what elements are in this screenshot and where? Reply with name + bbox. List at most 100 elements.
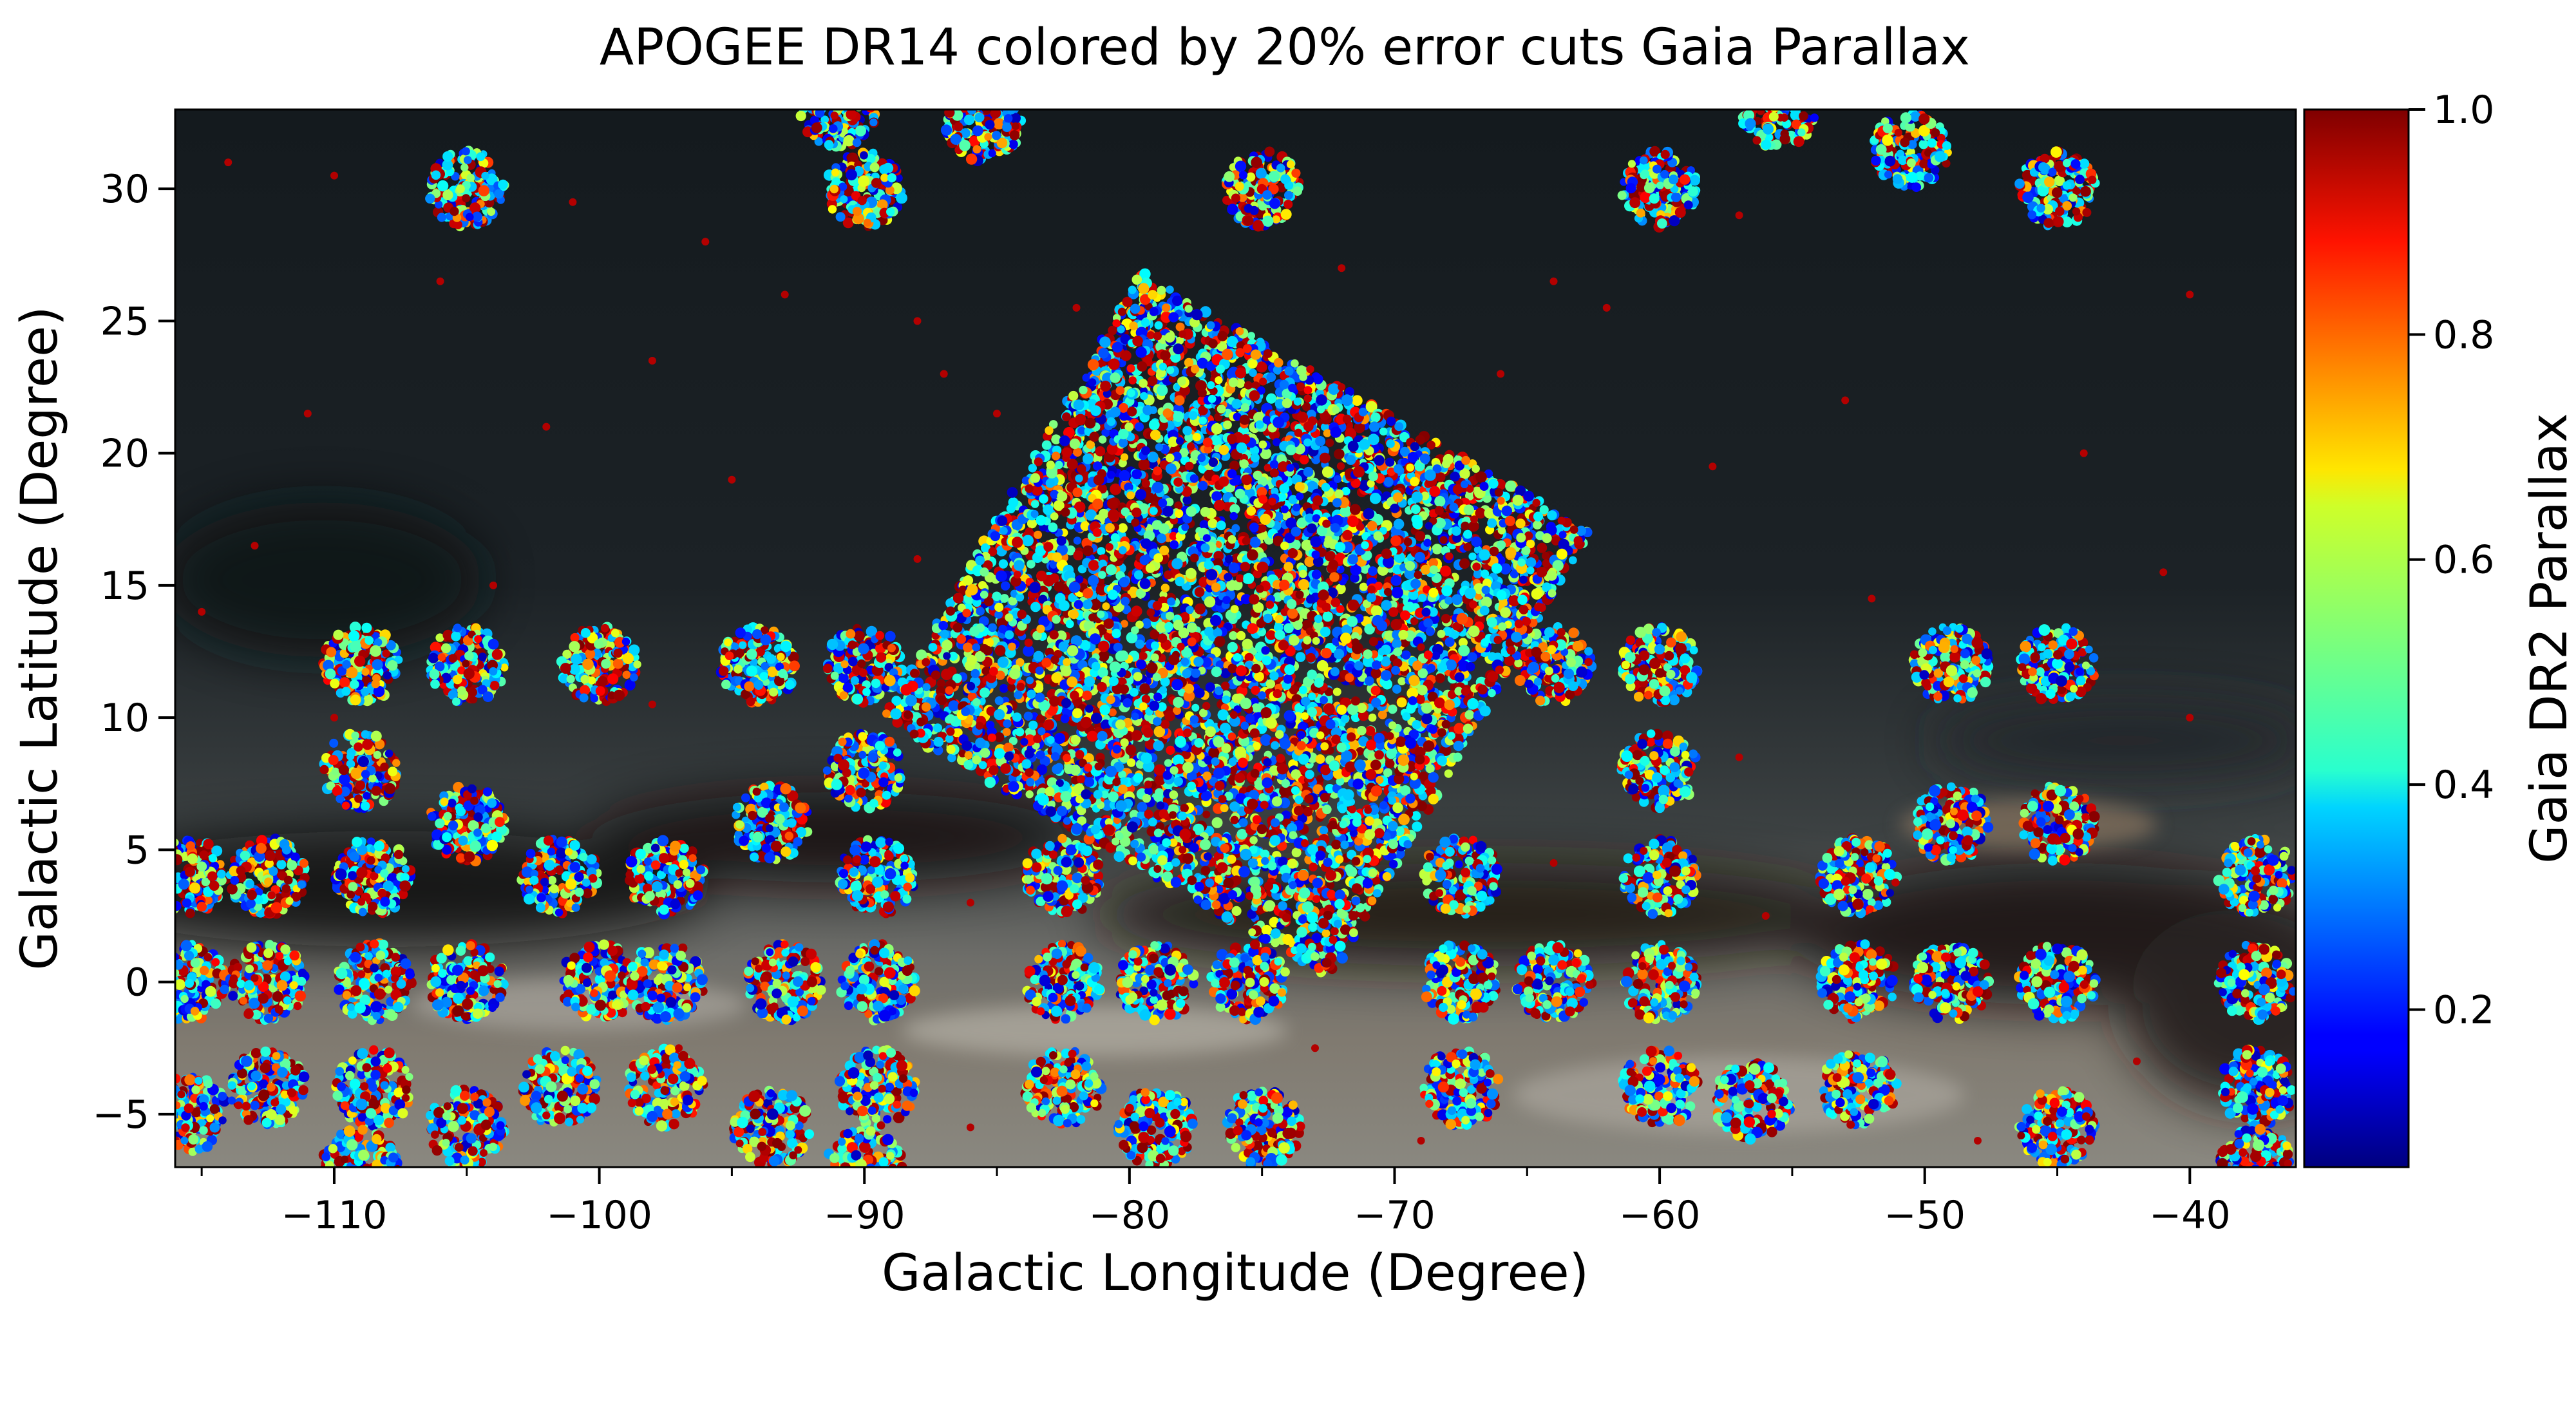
star-point (566, 674, 575, 683)
star-point (325, 669, 336, 680)
star-point (1789, 89, 1798, 98)
star-point (980, 95, 990, 105)
star-point (209, 880, 220, 891)
star-point (962, 95, 972, 104)
star-point (800, 88, 809, 97)
star-point (175, 901, 182, 911)
star-point (855, 95, 866, 106)
star-point (2054, 785, 2067, 797)
star-point (965, 153, 978, 165)
star-point (1786, 88, 1795, 96)
star-point (597, 676, 608, 687)
star-point (978, 89, 986, 97)
star-point (481, 171, 489, 180)
star-point (160, 859, 169, 867)
star-point (594, 639, 603, 649)
star-point (795, 802, 806, 813)
star-point (349, 851, 360, 862)
star-point (964, 86, 972, 95)
star-point (442, 832, 452, 842)
star-point (217, 870, 226, 879)
star-point (368, 774, 377, 783)
star-point (2065, 692, 2075, 701)
star-point (842, 217, 854, 229)
star-point (867, 752, 878, 763)
star-point (466, 173, 475, 182)
star-point (1245, 172, 1256, 182)
star-point (1533, 678, 1542, 686)
star-point (1898, 155, 1908, 166)
star-point (161, 879, 169, 888)
star-point (478, 652, 487, 661)
star-point (954, 97, 962, 104)
star-point (156, 873, 166, 882)
star-point (203, 839, 214, 850)
star-point (861, 83, 872, 94)
star-point (840, 660, 849, 669)
star-point (1661, 696, 1671, 705)
star-point (543, 835, 554, 846)
star-point (535, 902, 545, 913)
star-point (348, 882, 358, 892)
star-point (2045, 689, 2056, 699)
star-point (435, 818, 445, 829)
star-point (852, 138, 862, 147)
star-point (227, 883, 238, 895)
star-point (1794, 97, 1803, 107)
star-point (858, 95, 868, 104)
star-point (1584, 647, 1593, 656)
star-point (601, 659, 611, 669)
star-point (1801, 82, 1812, 93)
star-point (346, 667, 358, 679)
star-point (1765, 94, 1774, 103)
star-point (1980, 676, 1991, 688)
star-point (355, 780, 366, 790)
star-point (2038, 624, 2050, 636)
star-point (1568, 627, 1579, 638)
star-point (478, 185, 489, 196)
star-point (826, 95, 838, 106)
star-point (765, 813, 775, 823)
star-point (1565, 689, 1575, 699)
star-point (1882, 123, 1893, 133)
star-point (820, 88, 830, 99)
star-point (328, 755, 339, 765)
star-point (149, 886, 158, 895)
star-point (372, 659, 383, 670)
star-point (2079, 158, 2090, 169)
star-point (570, 632, 580, 643)
star-point (830, 97, 839, 106)
star-point (770, 841, 782, 852)
star-point (1280, 174, 1291, 184)
star-point (156, 895, 165, 904)
star-point (1629, 197, 1641, 209)
star-point (1803, 79, 1812, 88)
star-point (363, 792, 371, 800)
star-point (388, 766, 398, 777)
star-point (1960, 660, 1969, 669)
star-point (746, 665, 758, 677)
star-point (1793, 82, 1804, 93)
star-point (536, 893, 546, 902)
star-point (864, 218, 872, 227)
star-point (984, 133, 992, 141)
star-point (1755, 93, 1764, 102)
star-point (1755, 93, 1766, 105)
star-point (2029, 848, 2040, 860)
star-point (579, 852, 588, 862)
star-point (2069, 627, 2078, 636)
star-point (734, 664, 743, 674)
star-point (744, 681, 755, 692)
star-point (582, 878, 591, 887)
star-point (844, 794, 853, 803)
star-point (1774, 95, 1782, 104)
star-point (1967, 687, 1978, 698)
star-point (357, 897, 366, 906)
star-point (845, 785, 855, 795)
star-point (365, 636, 374, 645)
star-point (354, 655, 366, 667)
star-point (1931, 128, 1940, 138)
star-point (1568, 681, 1578, 692)
star-point (800, 96, 811, 106)
star-point (972, 83, 984, 95)
